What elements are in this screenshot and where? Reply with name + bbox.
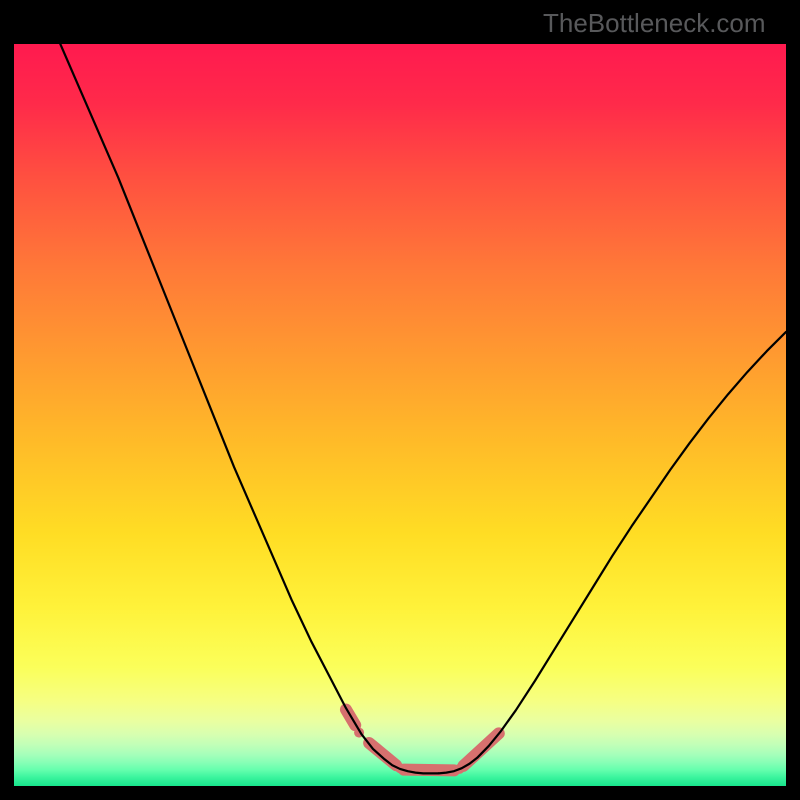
curve-right-branch [439, 332, 786, 773]
marker-segment [369, 743, 396, 765]
plot-svg [14, 44, 786, 786]
highlight-markers [346, 710, 499, 774]
marker-segment [404, 770, 454, 771]
marker-segment [463, 733, 499, 766]
chart-frame: TheBottleneck.com [0, 0, 800, 800]
watermark-text: TheBottleneck.com [543, 8, 766, 39]
curve-left-branch [60, 44, 438, 773]
bottleneck-curve [60, 44, 786, 773]
